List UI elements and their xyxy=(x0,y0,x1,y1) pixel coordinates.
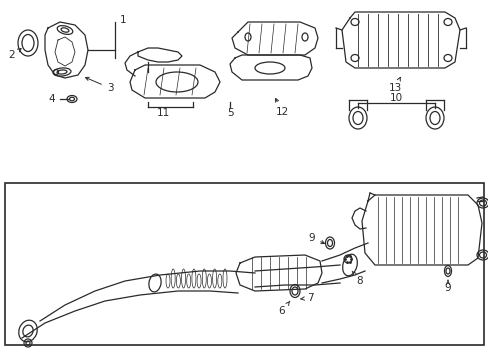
Text: 9: 9 xyxy=(308,233,324,244)
Text: 2: 2 xyxy=(9,49,21,60)
Text: 9: 9 xyxy=(444,280,450,293)
Text: 4: 4 xyxy=(48,94,55,104)
Text: 6: 6 xyxy=(278,301,289,316)
Text: 1: 1 xyxy=(120,15,126,25)
Text: 13: 13 xyxy=(387,77,401,93)
Text: 7: 7 xyxy=(300,293,313,303)
Text: 12: 12 xyxy=(275,99,288,117)
Text: 10: 10 xyxy=(388,93,402,103)
Text: 11: 11 xyxy=(156,108,169,118)
Bar xyxy=(5,183,483,345)
Text: 3: 3 xyxy=(85,77,113,93)
Text: 5: 5 xyxy=(226,108,233,118)
Text: 8: 8 xyxy=(351,271,363,286)
